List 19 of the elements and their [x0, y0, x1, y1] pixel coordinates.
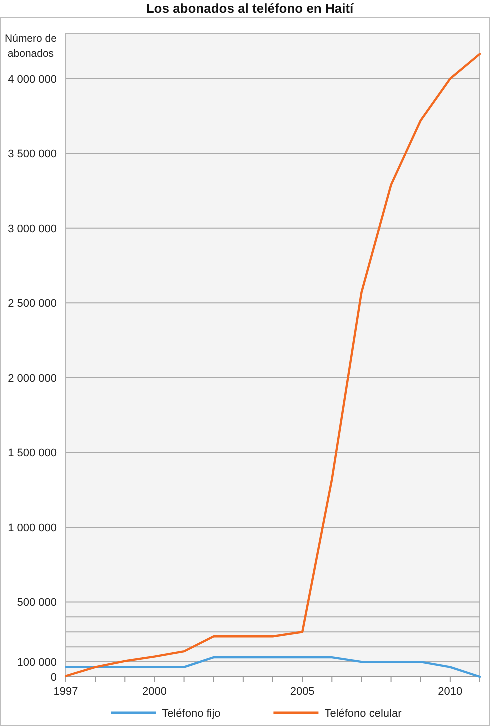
y-tick-label: 0	[50, 672, 57, 684]
x-tick-label: 1997	[54, 686, 78, 698]
chart-title: Los abonados al teléfono en Haití	[146, 1, 354, 16]
x-tick-label: 2000	[142, 686, 167, 698]
y-tick-label: 4 000 000	[8, 74, 57, 86]
line-series	[64, 656, 482, 678]
y-tick-label: 3 500 000	[8, 148, 57, 161]
y-tick-label: 3 000 000	[8, 223, 57, 236]
y-tick-label: 2 000 000	[8, 372, 57, 385]
y-tick-label: 500 000	[17, 597, 57, 610]
x-tick-label: 2010	[438, 686, 463, 698]
y-tick-label: 1 000 000	[8, 522, 57, 534]
y-axis-title: Número de abonados	[5, 33, 58, 60]
legend-label: Teléfono fijo	[162, 708, 221, 720]
y-tick-label: 2 500 000	[8, 298, 57, 310]
y-tick-label: 100 000	[17, 657, 57, 670]
x-tick-label: 2005	[290, 686, 315, 698]
y-tick-label: 1 500 000	[8, 448, 57, 460]
legend-label: Teléfono celular	[324, 708, 402, 720]
